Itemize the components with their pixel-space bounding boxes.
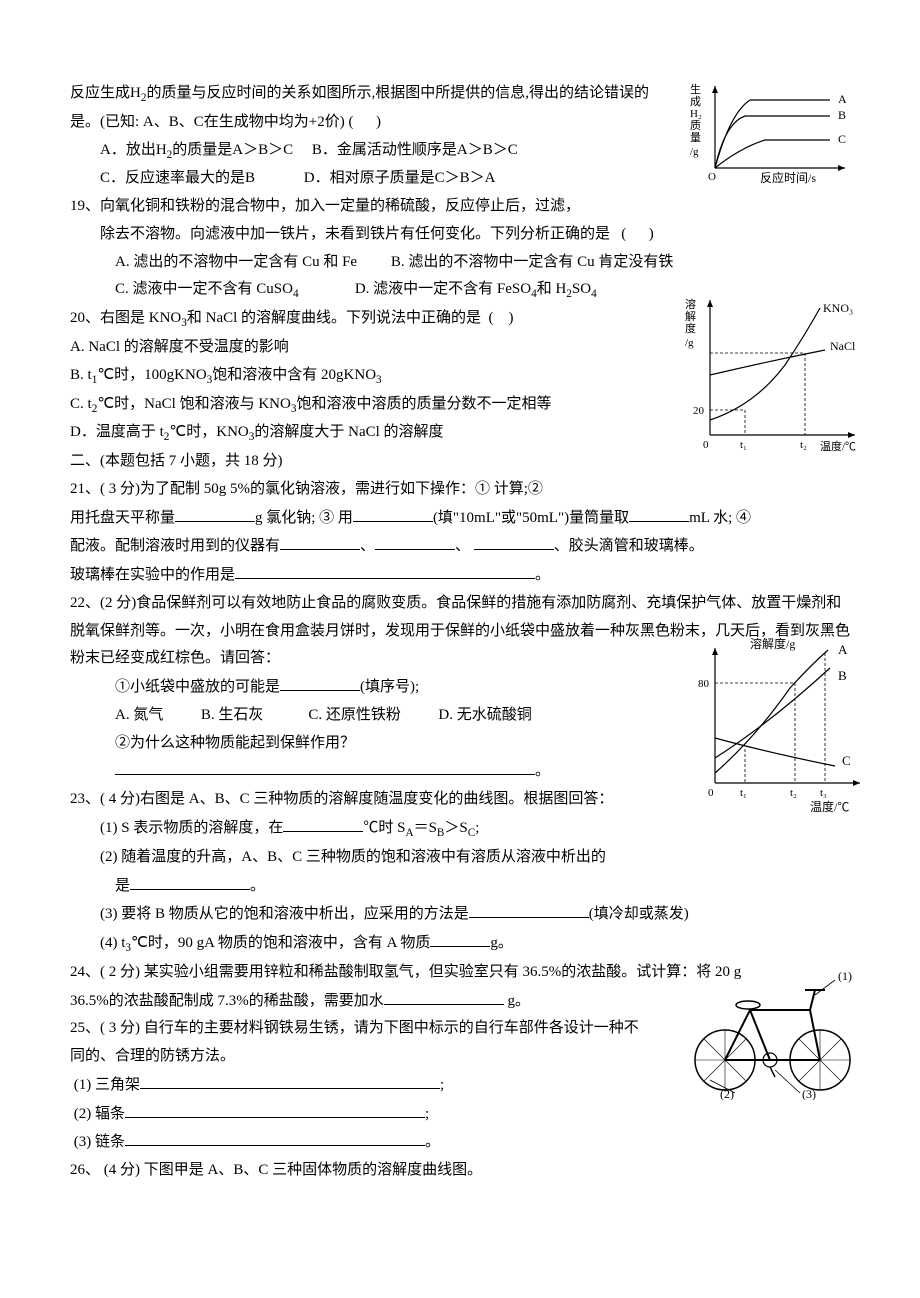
q23-intro: 23、( 4 分)右图是 A、B、C 三种物质的溶解度随温度变化的曲线图。根据图… [70, 786, 850, 814]
q20-b: B. t1℃时，100gKNO3饱和溶液中含有 20gKNO3 [70, 362, 850, 391]
q22-optb: B. 生石灰 [201, 707, 264, 723]
q23-1a: (1) S 表示物质的溶解度，在 [100, 820, 283, 836]
q18-intro: 反应生成H2的质量与反应时间的关系如图所示,根据图中所提供的信息,得出的结论错误… [70, 80, 850, 137]
q22-2: ②为什么这种物质能起到保鲜作用？ [70, 730, 850, 758]
q25-3: (3) 链条。 [70, 1128, 850, 1157]
q19-d: D. 滤液中一定不含有 FeSO4和 H2SO4 [355, 281, 597, 297]
q18-options: A．放出H2的质量是A＞B＞C B．金属活动性顺序是A＞B＞C [70, 137, 850, 166]
q21-1c: (填"10mL"或"50mL")量筒量取 [433, 510, 629, 526]
q20-text: 20、右图是 KNO3和 NaCl 的溶解度曲线。下列说法中正确的是 ( ) [70, 305, 850, 334]
bike-label-1: (1) [838, 969, 852, 983]
q21-1a: 用托盘天平称量 [70, 510, 175, 526]
q20-a: A. NaCl 的溶解度不受温度的影响 [70, 334, 850, 362]
q21-1b: g 氯化钠; ③ 用 [255, 510, 353, 526]
q24-2a: 36.5%的浓盐酸配制成 7.3%的稀盐酸，需要加水 [70, 993, 384, 1009]
q21-2d: 、胶头滴管和玻璃棒。 [554, 538, 704, 554]
q23-4: (4) t3℃时，90 gA 物质的饱和溶液中，含有 A 物质g。 [70, 929, 850, 959]
q23-3: (3) 要将 B 物质从它的饱和溶液中析出，应采用的方法是(填冷却或蒸发) [70, 900, 850, 929]
q21-1: 用托盘天平称量 g 氯化钠; ③ 用 (填"10mL"或"50mL")量筒量取 mL … [70, 504, 850, 533]
q22-opts: A. 氮气 B. 生石灰 C. 还原性铁粉 D. 无水硫酸铜 [70, 702, 850, 730]
q22-intro: 22、(2 分)食品保鲜剂可以有效地防止食品的腐败变质。食品保鲜的措施有添加防腐… [70, 590, 850, 673]
q25-1: (1) 三角架; [70, 1071, 850, 1100]
q26: 26、 (4 分) 下图甲是 A、B、C 三种固体物质的溶解度曲线图。 [70, 1157, 850, 1185]
q21: 21、( 3 分)为了配制 50g 5%的氯化钠溶液，需进行如下操作：① 计算;… [70, 476, 850, 504]
q22-1a: ①小纸袋中盛放的可能是 [115, 679, 280, 695]
q18-options2: C．反应速率最大的是B D．相对原子质量是C＞B＞A [70, 165, 850, 193]
q23-3a: (3) 要将 B 物质从它的饱和溶液中析出，应采用的方法是 [100, 906, 469, 922]
q21-2: 配液。配制溶液时用到的仪器有、、 、胶头滴管和玻璃棒。 [70, 532, 850, 561]
q18-d: D．相对原子质量是C＞B＞A [304, 170, 496, 186]
q19-ab: A. 滤出的不溶物中一定含有 Cu 和 Fe B. 滤出的不溶物中一定含有 Cu… [70, 249, 850, 277]
q18-c: C．反应速率最大的是B [100, 170, 255, 186]
q21-3a: 玻璃棒在实验中的作用是 [70, 567, 235, 583]
section2: 二、(本题包括 7 小题，共 18 分) [70, 448, 850, 476]
q25-2: (2) 辐条; [70, 1100, 850, 1129]
q21-3: 玻璃棒在实验中的作用是。 [70, 561, 850, 590]
q18-a: A．放出H2的质量是A＞B＞C [100, 142, 293, 158]
q21-1d: mL 水; ④ [689, 510, 751, 526]
q22-optc: C. 还原性铁粉 [308, 707, 401, 723]
q22-2blank: 。 [70, 757, 850, 786]
q22-opta: A. 氮气 [115, 707, 163, 723]
q22-1: ①小纸袋中盛放的可能是(填序号); [70, 673, 850, 702]
q20-d: D．温度高于 t2℃时，KNO3的溶解度大于 NaCl 的溶解度 [70, 419, 850, 448]
q22-optd: D. 无水硫酸铜 [438, 707, 531, 723]
q23-2b: 是。 [70, 872, 850, 901]
q23-2: (2) 随着温度的升高，A、B、C 三种物质的饱和溶液中有溶质从溶液中析出的 [70, 844, 850, 872]
q19-text2: 除去不溶物。向滤液中加一铁片，未看到铁片有任何变化。下列分析正确的是 ( ) [70, 221, 850, 249]
q19-a: A. 滤出的不溶物中一定含有 Cu 和 Fe [115, 254, 357, 270]
q25-intro: 25、( 3 分) 自行车的主要材料钢铁易生锈，请为下图中标示的自行车部件各设计… [70, 1015, 850, 1071]
q19-text: 19、向氧化铜和铁粉的混合物中，加入一定量的稀硫酸，反应停止后，过滤， [70, 193, 850, 221]
q19-b: B. 滤出的不溶物中一定含有 Cu 肯定没有铁 [391, 254, 674, 270]
q20-c: C. t2℃时，NaCl 饱和溶液与 KNO3饱和溶液中溶质的质量分数不一定相等 [70, 391, 850, 420]
q21-2a: 配液。配制溶液时用到的仪器有 [70, 538, 280, 554]
q19-c: C. 滤液中一定不含有 CuSO4 [115, 281, 299, 297]
q18-b: B．金属活动性顺序是A＞B＞C [312, 142, 518, 158]
q23-1: (1) S 表示物质的溶解度，在℃时 SA＝SB＞SC; [70, 814, 850, 844]
